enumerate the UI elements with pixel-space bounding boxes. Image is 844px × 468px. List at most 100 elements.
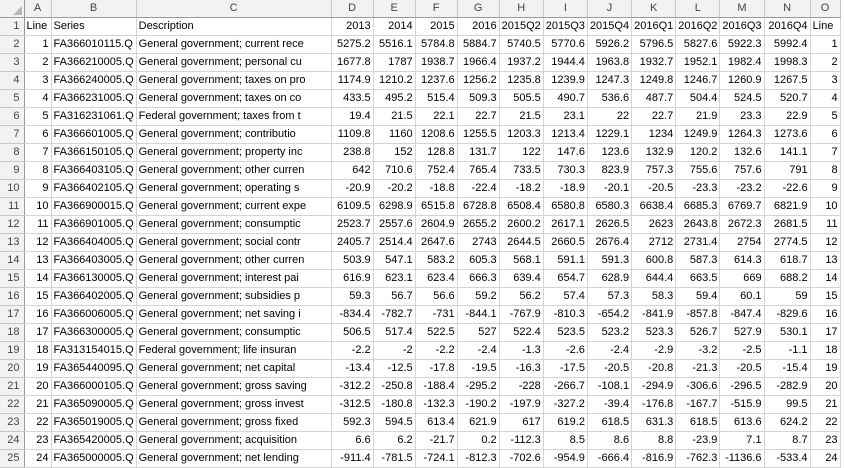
cell[interactable]: 10 xyxy=(810,197,841,216)
cell[interactable]: 613.6 xyxy=(719,413,765,432)
cell[interactable]: FA365000005.Q xyxy=(51,449,137,468)
cell[interactable]: 18 xyxy=(24,341,52,360)
cell[interactable]: 2 xyxy=(24,53,52,72)
cell[interactable]: 5516.1 xyxy=(373,35,416,54)
cell[interactable]: 20 xyxy=(810,377,841,396)
column-header-l[interactable]: L xyxy=(675,0,721,18)
cell[interactable]: -20.1 xyxy=(587,179,633,198)
cell[interactable]: 2604.9 xyxy=(415,215,458,234)
cell[interactable]: 5827.6 xyxy=(675,35,721,54)
cell[interactable]: 8 xyxy=(810,161,841,180)
cell[interactable]: -782.7 xyxy=(373,305,416,324)
cell[interactable]: -167.7 xyxy=(675,395,721,414)
cell[interactable]: 57.4 xyxy=(543,287,588,306)
cell[interactable]: 1208.6 xyxy=(415,125,458,144)
cell[interactable]: 6769.7 xyxy=(719,197,765,216)
cell[interactable]: FA366901005.Q xyxy=(51,215,137,234)
row-header[interactable]: 25 xyxy=(0,449,25,468)
cell[interactable]: 1677.8 xyxy=(331,53,374,72)
cell[interactable]: 57.3 xyxy=(587,287,633,306)
cell[interactable]: 132.6 xyxy=(719,143,765,162)
cell[interactable]: 8 xyxy=(24,161,52,180)
cell[interactable]: -20.5 xyxy=(631,179,677,198)
cell[interactable]: 2774.5 xyxy=(764,233,811,252)
cell[interactable]: -327.2 xyxy=(543,395,588,414)
cell[interactable]: 20 xyxy=(24,377,52,396)
cell[interactable]: General government; net lending xyxy=(136,449,332,468)
cell[interactable]: -18.8 xyxy=(415,179,458,198)
cell[interactable]: -282.9 xyxy=(764,377,811,396)
cell[interactable]: -190.2 xyxy=(457,395,500,414)
cell[interactable]: 663.5 xyxy=(675,269,721,288)
cell[interactable]: -762.3 xyxy=(675,449,721,468)
cell[interactable]: -39.4 xyxy=(587,395,633,414)
cell[interactable]: FA366010115.Q xyxy=(51,35,137,54)
column-header-m[interactable]: M xyxy=(719,0,765,18)
cell[interactable]: Description xyxy=(136,17,332,36)
cell[interactable]: 1229.1 xyxy=(587,125,633,144)
cell[interactable]: 536.6 xyxy=(587,89,633,108)
cell[interactable]: 24 xyxy=(24,449,52,468)
cell[interactable]: 6580.8 xyxy=(543,197,588,216)
cell[interactable]: General government; gross saving xyxy=(136,377,332,396)
cell[interactable]: 527.9 xyxy=(719,323,765,342)
cell[interactable]: FA366000105.Q xyxy=(51,377,137,396)
cell[interactable]: 1210.2 xyxy=(373,71,416,90)
cell[interactable]: General government; property inc xyxy=(136,143,332,162)
cell[interactable]: -533.4 xyxy=(764,449,811,468)
cell[interactable]: 628.9 xyxy=(587,269,633,288)
cell[interactable]: 6.6 xyxy=(331,431,374,450)
row-header[interactable]: 15 xyxy=(0,269,25,288)
cell[interactable]: 527 xyxy=(457,323,500,342)
cell[interactable]: 530.1 xyxy=(764,323,811,342)
row-header[interactable]: 19 xyxy=(0,341,25,360)
cell[interactable]: 13 xyxy=(810,251,841,270)
cell[interactable]: 59.4 xyxy=(675,287,721,306)
cell[interactable]: 59.3 xyxy=(331,287,374,306)
row-header[interactable]: 14 xyxy=(0,251,25,270)
cell[interactable]: 23 xyxy=(810,431,841,450)
cell[interactable]: -20.9 xyxy=(331,179,374,198)
cell[interactable]: 17 xyxy=(810,323,841,342)
cell[interactable]: -312.2 xyxy=(331,377,374,396)
cell[interactable]: 2681.5 xyxy=(764,215,811,234)
row-header[interactable]: 9 xyxy=(0,161,25,180)
cell[interactable]: 733.5 xyxy=(499,161,544,180)
cell[interactable]: 2676.4 xyxy=(587,233,633,252)
cell[interactable]: 152 xyxy=(373,143,416,162)
column-header-n[interactable]: N xyxy=(764,0,811,18)
cell[interactable]: -767.9 xyxy=(499,305,544,324)
cell[interactable]: -1.3 xyxy=(499,341,544,360)
cell[interactable]: 1246.7 xyxy=(675,71,721,90)
cell[interactable]: 7.1 xyxy=(719,431,765,450)
cell[interactable]: 16 xyxy=(810,305,841,324)
cell[interactable]: 757.3 xyxy=(631,161,677,180)
cell[interactable]: General government; personal cu xyxy=(136,53,332,72)
cell[interactable]: 503.9 xyxy=(331,251,374,270)
cell[interactable]: -3.2 xyxy=(675,341,721,360)
cell[interactable]: -21.3 xyxy=(675,359,721,378)
cell[interactable]: 2754 xyxy=(719,233,765,252)
cell[interactable]: FA366601005.Q xyxy=(51,125,137,144)
cell[interactable]: -188.4 xyxy=(415,377,458,396)
cell[interactable]: -22.4 xyxy=(457,179,500,198)
column-header-f[interactable]: F xyxy=(415,0,458,18)
cell[interactable]: 2015 xyxy=(415,17,458,36)
cell[interactable]: -1.1 xyxy=(764,341,811,360)
cell[interactable]: 524.5 xyxy=(719,89,765,108)
cell[interactable]: 147.6 xyxy=(543,143,588,162)
cell[interactable]: 21.5 xyxy=(499,107,544,126)
cell[interactable]: FA365019005.Q xyxy=(51,413,137,432)
cell[interactable]: 22.1 xyxy=(415,107,458,126)
cell[interactable]: -23.9 xyxy=(675,431,721,450)
cell[interactable]: Line xyxy=(810,17,841,36)
cell[interactable]: -23.2 xyxy=(719,179,765,198)
cell[interactable]: -857.8 xyxy=(675,305,721,324)
cell[interactable]: General government; interest pai xyxy=(136,269,332,288)
cell[interactable]: 631.3 xyxy=(631,413,677,432)
cell[interactable]: 56.2 xyxy=(499,287,544,306)
cell[interactable]: FA366900015.Q xyxy=(51,197,137,216)
cell[interactable]: 2013 xyxy=(331,17,374,36)
cell[interactable]: 2712 xyxy=(631,233,677,252)
cell[interactable]: 56.7 xyxy=(373,287,416,306)
